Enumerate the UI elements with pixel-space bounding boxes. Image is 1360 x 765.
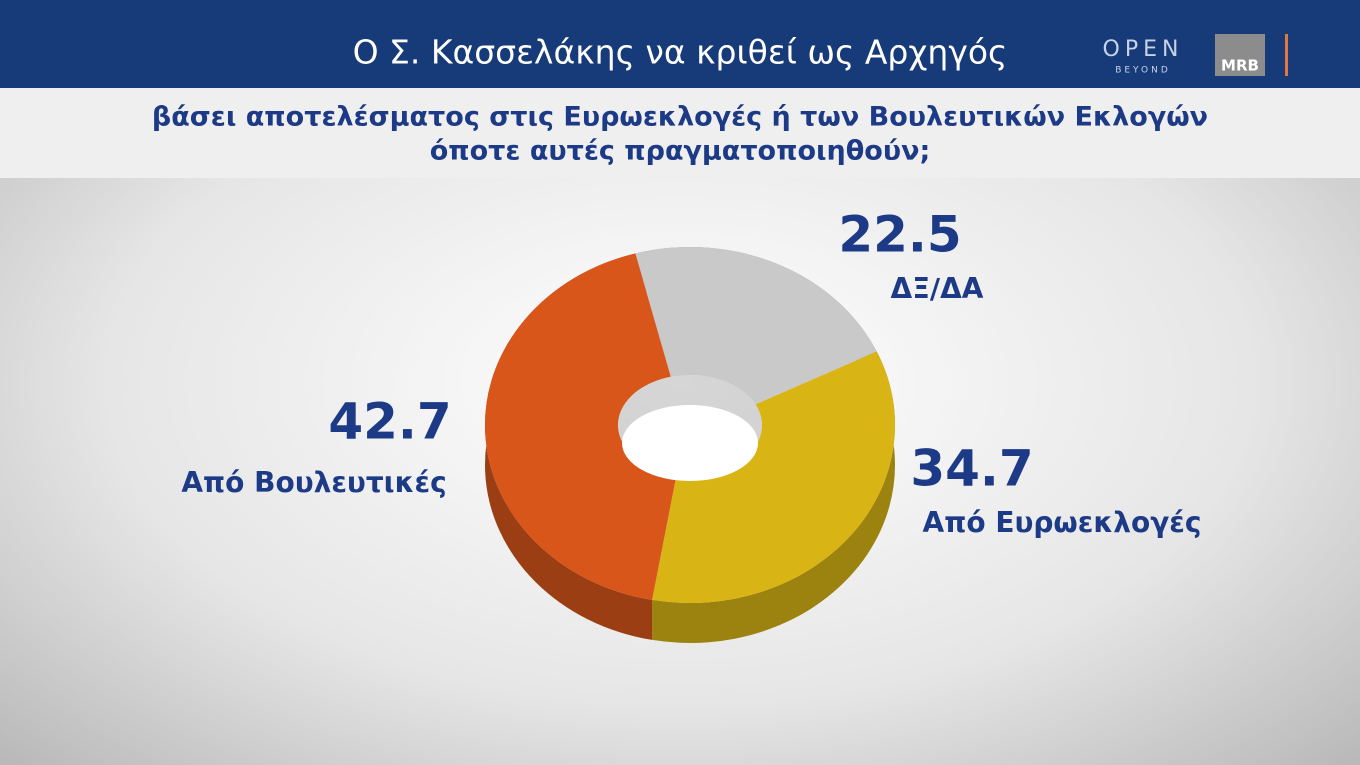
- donut-hole: [622, 405, 758, 481]
- value-label: 22.5: [838, 206, 961, 264]
- value-label: 34.7: [910, 440, 1033, 498]
- category-label: Από Ευρωεκλογές: [923, 506, 1202, 539]
- slice-side: [652, 351, 895, 643]
- category-label: Από Βουλευτικές: [181, 466, 446, 499]
- slice: [652, 351, 895, 603]
- chart-subtitle: βάσει αποτελέσματος στις Ευρωεκλογές ή τ…: [152, 102, 1208, 133]
- subtitle-band: [0, 88, 1360, 178]
- value-label: 42.7: [328, 393, 451, 451]
- logo-beyond: BEYOND: [1115, 66, 1171, 76]
- category-label: ΔΞ/ΔΑ: [891, 272, 984, 305]
- slice: [635, 247, 877, 405]
- logo-mrb-box: [1215, 34, 1265, 76]
- chart-subtitle: όποτε αυτές πραγματοποιηθούν;: [430, 136, 931, 167]
- logo-open: OPEN: [1103, 37, 1184, 62]
- chart-title: Ο Σ. Κασσελάκης να κριθεί ως Αρχηγός: [353, 33, 1008, 72]
- donut: [484, 247, 895, 643]
- header-bar: [0, 0, 1360, 88]
- logo-mrb: MRB: [1221, 57, 1259, 75]
- logo-divider: [1285, 34, 1288, 76]
- slice: [484, 253, 677, 600]
